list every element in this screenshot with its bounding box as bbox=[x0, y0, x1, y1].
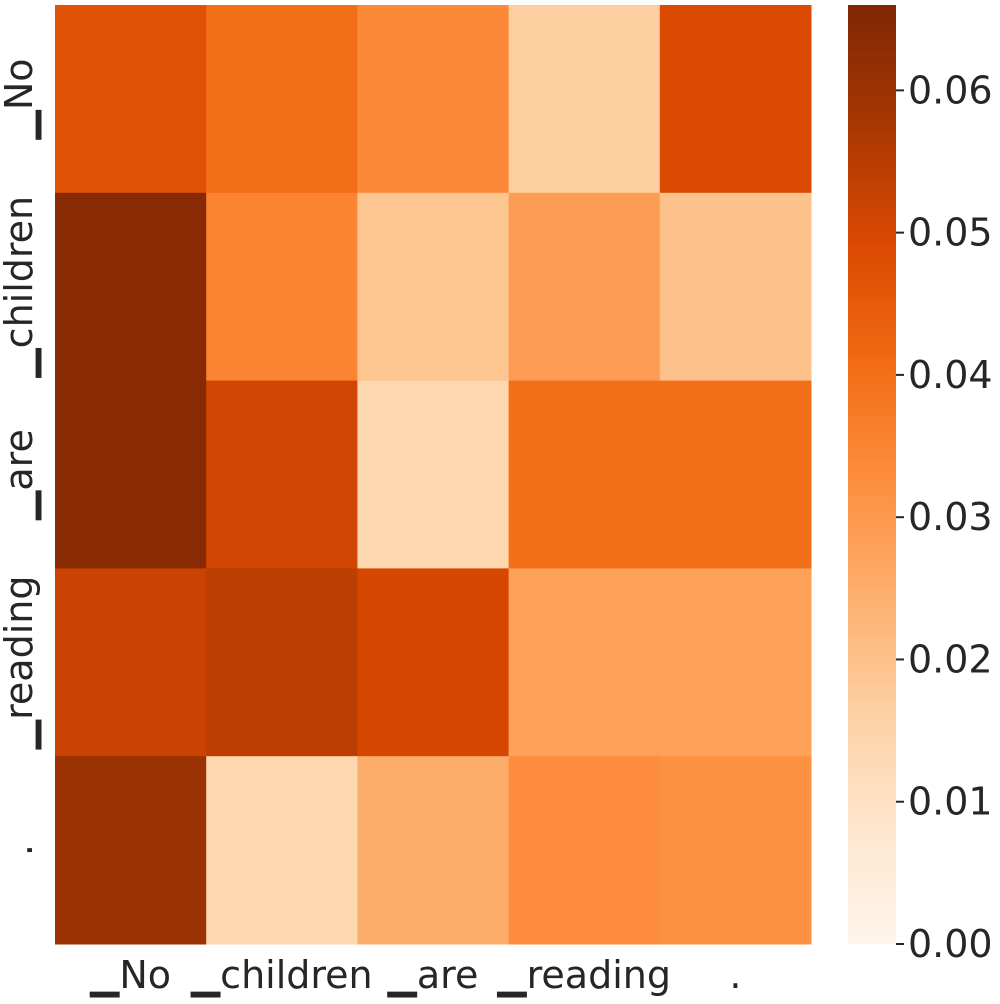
colorbar-tick-label: 0.02 bbox=[908, 637, 993, 681]
heatmap-cell-r4-c3 bbox=[508, 756, 661, 945]
colorbar-tick-label: 0.04 bbox=[908, 353, 993, 397]
colorbar-tick-label: 0.06 bbox=[908, 68, 993, 112]
heatmap-cell-r3-c2 bbox=[357, 568, 510, 757]
y-tick-label: ▁reading bbox=[0, 576, 42, 751]
heatmap-cell-r2-c2 bbox=[357, 380, 510, 569]
heatmap-cell-r2-c0 bbox=[55, 380, 207, 569]
heatmap-cell-r3-c3 bbox=[508, 568, 661, 757]
x-tick-label: ▁children bbox=[190, 953, 373, 998]
x-tick-label: ▁No bbox=[89, 953, 171, 998]
x-tick-label: . bbox=[729, 953, 741, 997]
colorbar-tick-label: 0.01 bbox=[908, 780, 993, 824]
heatmap-cell-r3-c4 bbox=[659, 568, 812, 757]
heatmap-cell-r4-c0 bbox=[55, 756, 207, 945]
heatmap-cell-r1-c4 bbox=[659, 192, 812, 382]
x-tick-labels: ▁No ▁children ▁are ▁reading. bbox=[89, 953, 741, 998]
heatmap-cell-r3-c0 bbox=[55, 568, 207, 757]
heatmap-cell-r1-c1 bbox=[206, 192, 358, 382]
colorbar-tick-label: 0.00 bbox=[908, 922, 993, 966]
heatmap-cell-r2-c4 bbox=[659, 380, 812, 569]
heatmap-cell-r0-c4 bbox=[659, 5, 812, 194]
heatmap-cells bbox=[55, 5, 812, 945]
heatmap-cell-r0-c1 bbox=[206, 5, 358, 194]
y-tick-label: . bbox=[0, 844, 41, 856]
y-tick-label: ▁No bbox=[0, 58, 42, 140]
heatmap-cell-r0-c0 bbox=[55, 5, 207, 194]
heatmap-cell-r2-c1 bbox=[206, 380, 358, 569]
colorbar bbox=[848, 5, 896, 944]
heatmap-cell-r3-c1 bbox=[206, 568, 358, 757]
y-tick-labels: ▁No ▁children ▁are ▁reading. bbox=[0, 58, 42, 856]
colorbar-ticks: 0.00 0.01 0.02 0.03 0.04 0.05 0.06 bbox=[896, 68, 993, 966]
heatmap-cell-r1-c2 bbox=[357, 192, 510, 382]
heatmap-cell-r1-c0 bbox=[55, 192, 207, 382]
heatmap-cell-r1-c3 bbox=[508, 192, 661, 382]
colorbar-tick-label: 0.05 bbox=[908, 211, 993, 255]
heatmap-cell-r2-c3 bbox=[508, 380, 661, 569]
heatmap-cell-r0-c2 bbox=[357, 5, 510, 194]
heatmap-cell-r4-c1 bbox=[206, 756, 358, 945]
y-tick-label: ▁children bbox=[0, 196, 42, 379]
colorbar-tick-label: 0.03 bbox=[908, 495, 993, 539]
heatmap-cell-r4-c4 bbox=[659, 756, 812, 945]
x-tick-label: ▁are bbox=[387, 953, 479, 998]
heatmap-cell-r4-c2 bbox=[357, 756, 510, 945]
x-tick-label: ▁reading bbox=[496, 953, 671, 998]
heatmap-cell-r0-c3 bbox=[508, 5, 661, 194]
y-tick-label: ▁are bbox=[0, 429, 42, 521]
